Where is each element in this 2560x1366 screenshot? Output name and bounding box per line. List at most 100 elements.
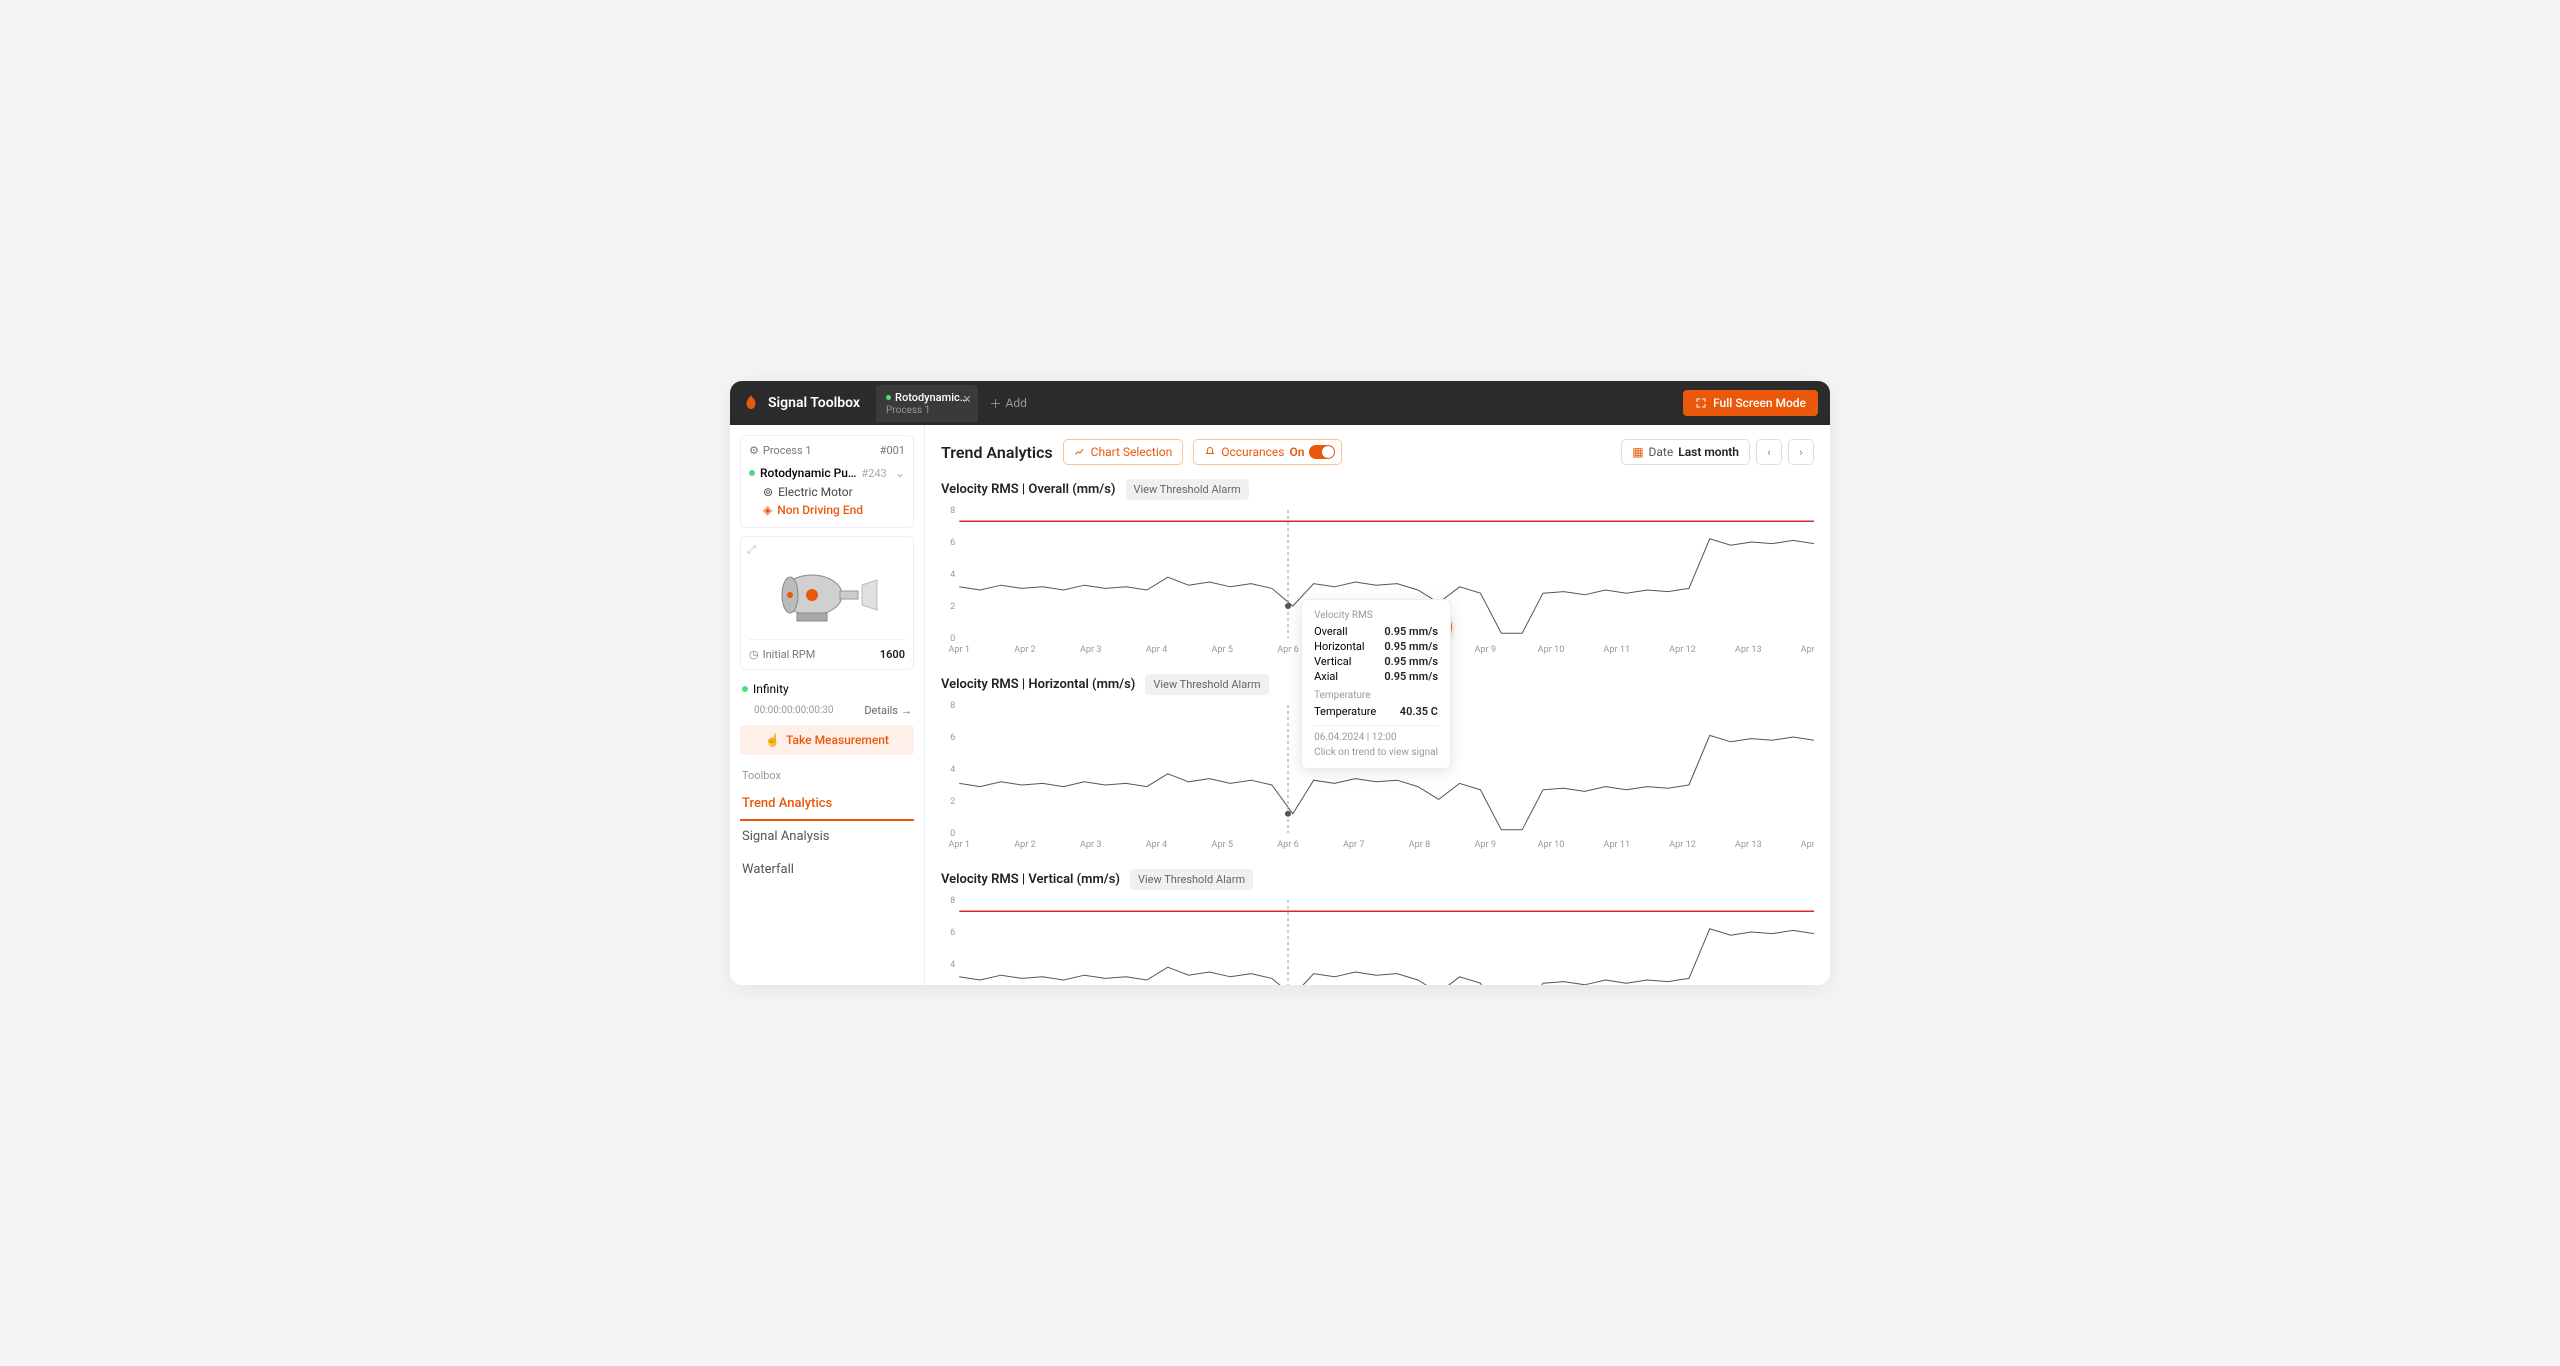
tree-child[interactable]: ◈ Non Driving End xyxy=(749,501,905,519)
svg-text:6: 6 xyxy=(950,733,955,743)
status-row: Infinity xyxy=(740,678,914,700)
nav-item[interactable]: Waterfall xyxy=(740,854,914,887)
svg-text:2: 2 xyxy=(950,797,955,807)
status-label: Infinity xyxy=(753,682,789,696)
tab-subtitle: Process 1 xyxy=(886,405,968,416)
chart-selection-button[interactable]: Chart Selection xyxy=(1063,439,1184,465)
process-card: ⚙ Process 1 #001 Rotodynamic Pu… #243 ⌄ ⊚… xyxy=(740,435,914,528)
process-label: Process 1 xyxy=(763,444,812,457)
tab-title: Rotodynamic… xyxy=(895,391,968,404)
chart-block: Velocity RMS | Vertical (mm/s) View Thre… xyxy=(941,869,1814,985)
status-timestamp: 00:00:00:00:00:30 xyxy=(742,705,834,716)
svg-text:Apr 12: Apr 12 xyxy=(1669,840,1696,850)
plus-icon: ＋ xyxy=(990,395,1002,412)
close-icon[interactable]: ✕ xyxy=(962,393,971,406)
date-prev-button[interactable]: ‹ xyxy=(1756,439,1782,465)
app-name: Signal Toolbox xyxy=(768,395,860,411)
page-title: Trend Analytics xyxy=(941,443,1053,462)
nav-item[interactable]: Signal Analysis xyxy=(740,821,914,854)
svg-text:Apr 11: Apr 11 xyxy=(1603,840,1630,850)
svg-text:8: 8 xyxy=(950,896,955,906)
svg-text:Apr 13: Apr 13 xyxy=(1735,840,1762,850)
node-icon: ◈ xyxy=(763,503,772,517)
svg-text:Apr 14: Apr 14 xyxy=(1801,840,1814,850)
svg-text:Apr 12: Apr 12 xyxy=(1669,645,1696,655)
node-icon: ⊚ xyxy=(763,485,773,499)
svg-text:Apr 9: Apr 9 xyxy=(1474,645,1496,655)
chart-area[interactable]: 02468 Apr 1Apr 2Apr 3Apr 4Apr 5Apr 6Apr … xyxy=(941,896,1814,985)
svg-text:0: 0 xyxy=(950,829,955,839)
tooltip-section-label: Velocity RMS xyxy=(1314,610,1438,621)
svg-text:6: 6 xyxy=(950,538,955,548)
tree-child-label: Non Driving End xyxy=(777,503,863,517)
tooltip-row: Vertical0.95 mm/s xyxy=(1314,654,1438,669)
tooltip-row: Horizontal0.95 mm/s xyxy=(1314,639,1438,654)
chart-title: Velocity RMS | Overall (mm/s) xyxy=(941,482,1116,497)
process-id: #001 xyxy=(880,444,905,457)
hand-icon: ☝ xyxy=(765,733,780,747)
titlebar: Signal Toolbox Rotodynamic… Process 1 ✕ … xyxy=(730,381,1830,425)
status-dot-icon xyxy=(742,686,748,692)
main-header: Trend Analytics Chart Selection Occuranc… xyxy=(941,439,1814,465)
chevron-down-icon[interactable]: ⌄ xyxy=(895,466,905,480)
view-threshold-button[interactable]: View Threshold Alarm xyxy=(1126,479,1249,500)
svg-text:Apr 10: Apr 10 xyxy=(1538,645,1565,655)
add-tab-button[interactable]: ＋Add xyxy=(990,395,1027,412)
fullscreen-icon xyxy=(1695,397,1707,409)
sidebar: ⚙ Process 1 #001 Rotodynamic Pu… #243 ⌄ ⊚… xyxy=(730,425,925,985)
toggle-switch[interactable] xyxy=(1309,445,1335,459)
view-threshold-button[interactable]: View Threshold Alarm xyxy=(1145,674,1268,695)
expand-icon[interactable]: ⤢ xyxy=(747,543,756,557)
gear-icon: ⚙ xyxy=(749,444,759,457)
occurances-toggle-button[interactable]: Occurances On xyxy=(1193,439,1342,465)
svg-text:Apr 5: Apr 5 xyxy=(1211,840,1233,850)
equipment-illustration xyxy=(749,545,905,639)
svg-text:Apr 5: Apr 5 xyxy=(1211,645,1233,655)
details-link[interactable]: Details→ xyxy=(864,704,912,717)
tab-active[interactable]: Rotodynamic… Process 1 ✕ xyxy=(876,385,978,422)
tree-root-id: #243 xyxy=(861,467,886,480)
chart-title: Velocity RMS | Vertical (mm/s) xyxy=(941,872,1120,887)
svg-text:Apr 9: Apr 9 xyxy=(1474,840,1496,850)
tree-child[interactable]: ⊚ Electric Motor xyxy=(749,483,905,501)
tooltip-timestamp: 06.04.2024 | 12:00 xyxy=(1314,725,1438,743)
svg-text:4: 4 xyxy=(950,765,955,775)
tooltip-row: Axial0.95 mm/s xyxy=(1314,669,1438,684)
tree-root-label: Rotodynamic Pu… xyxy=(760,466,856,480)
tooltip-section-label: Temperature xyxy=(1314,690,1438,701)
svg-text:Apr 1: Apr 1 xyxy=(948,645,970,655)
svg-text:Apr 1: Apr 1 xyxy=(948,840,970,850)
svg-text:Apr 4: Apr 4 xyxy=(1146,645,1168,655)
main-panel: Trend Analytics Chart Selection Occuranc… xyxy=(925,425,1830,985)
svg-text:Apr 2: Apr 2 xyxy=(1014,645,1036,655)
svg-text:Apr 6: Apr 6 xyxy=(1277,645,1299,655)
fullscreen-button[interactable]: Full Screen Mode xyxy=(1683,390,1818,416)
tree-root[interactable]: Rotodynamic Pu… #243 ⌄ xyxy=(749,463,905,483)
chevron-right-icon: › xyxy=(1799,446,1802,459)
svg-text:0: 0 xyxy=(950,634,955,644)
tree-child-label: Electric Motor xyxy=(778,485,853,499)
tooltip-row: Overall0.95 mm/s xyxy=(1314,624,1438,639)
app-logo: Signal Toolbox xyxy=(742,394,860,412)
occurances-state: On xyxy=(1290,445,1305,459)
nav-item[interactable]: Trend Analytics xyxy=(740,788,914,821)
svg-text:4: 4 xyxy=(950,570,955,580)
chart-tooltip: Velocity RMS Overall0.95 mm/sHorizontal0… xyxy=(1301,599,1451,769)
svg-text:Apr 8: Apr 8 xyxy=(1409,840,1431,850)
date-value: Last month xyxy=(1678,445,1739,459)
date-picker-button[interactable]: ▦ Date Last month xyxy=(1621,439,1750,465)
chart-block: Velocity RMS | Overall (mm/s) View Thres… xyxy=(941,479,1814,656)
tab-status-dot xyxy=(886,395,891,400)
rpm-label: Initial RPM xyxy=(763,648,816,661)
chevron-left-icon: ‹ xyxy=(1767,446,1770,459)
svg-text:Apr 13: Apr 13 xyxy=(1735,645,1762,655)
app-body: ⚙ Process 1 #001 Rotodynamic Pu… #243 ⌄ ⊚… xyxy=(730,425,1830,985)
bell-icon xyxy=(1204,446,1216,458)
date-next-button[interactable]: › xyxy=(1788,439,1814,465)
svg-text:Apr 7: Apr 7 xyxy=(1343,840,1365,850)
svg-text:Apr 3: Apr 3 xyxy=(1080,645,1102,655)
view-threshold-button[interactable]: View Threshold Alarm xyxy=(1130,869,1253,890)
svg-text:8: 8 xyxy=(950,701,955,711)
gauge-icon: ◷ xyxy=(749,648,759,661)
take-measurement-button[interactable]: ☝ Take Measurement xyxy=(740,725,914,755)
